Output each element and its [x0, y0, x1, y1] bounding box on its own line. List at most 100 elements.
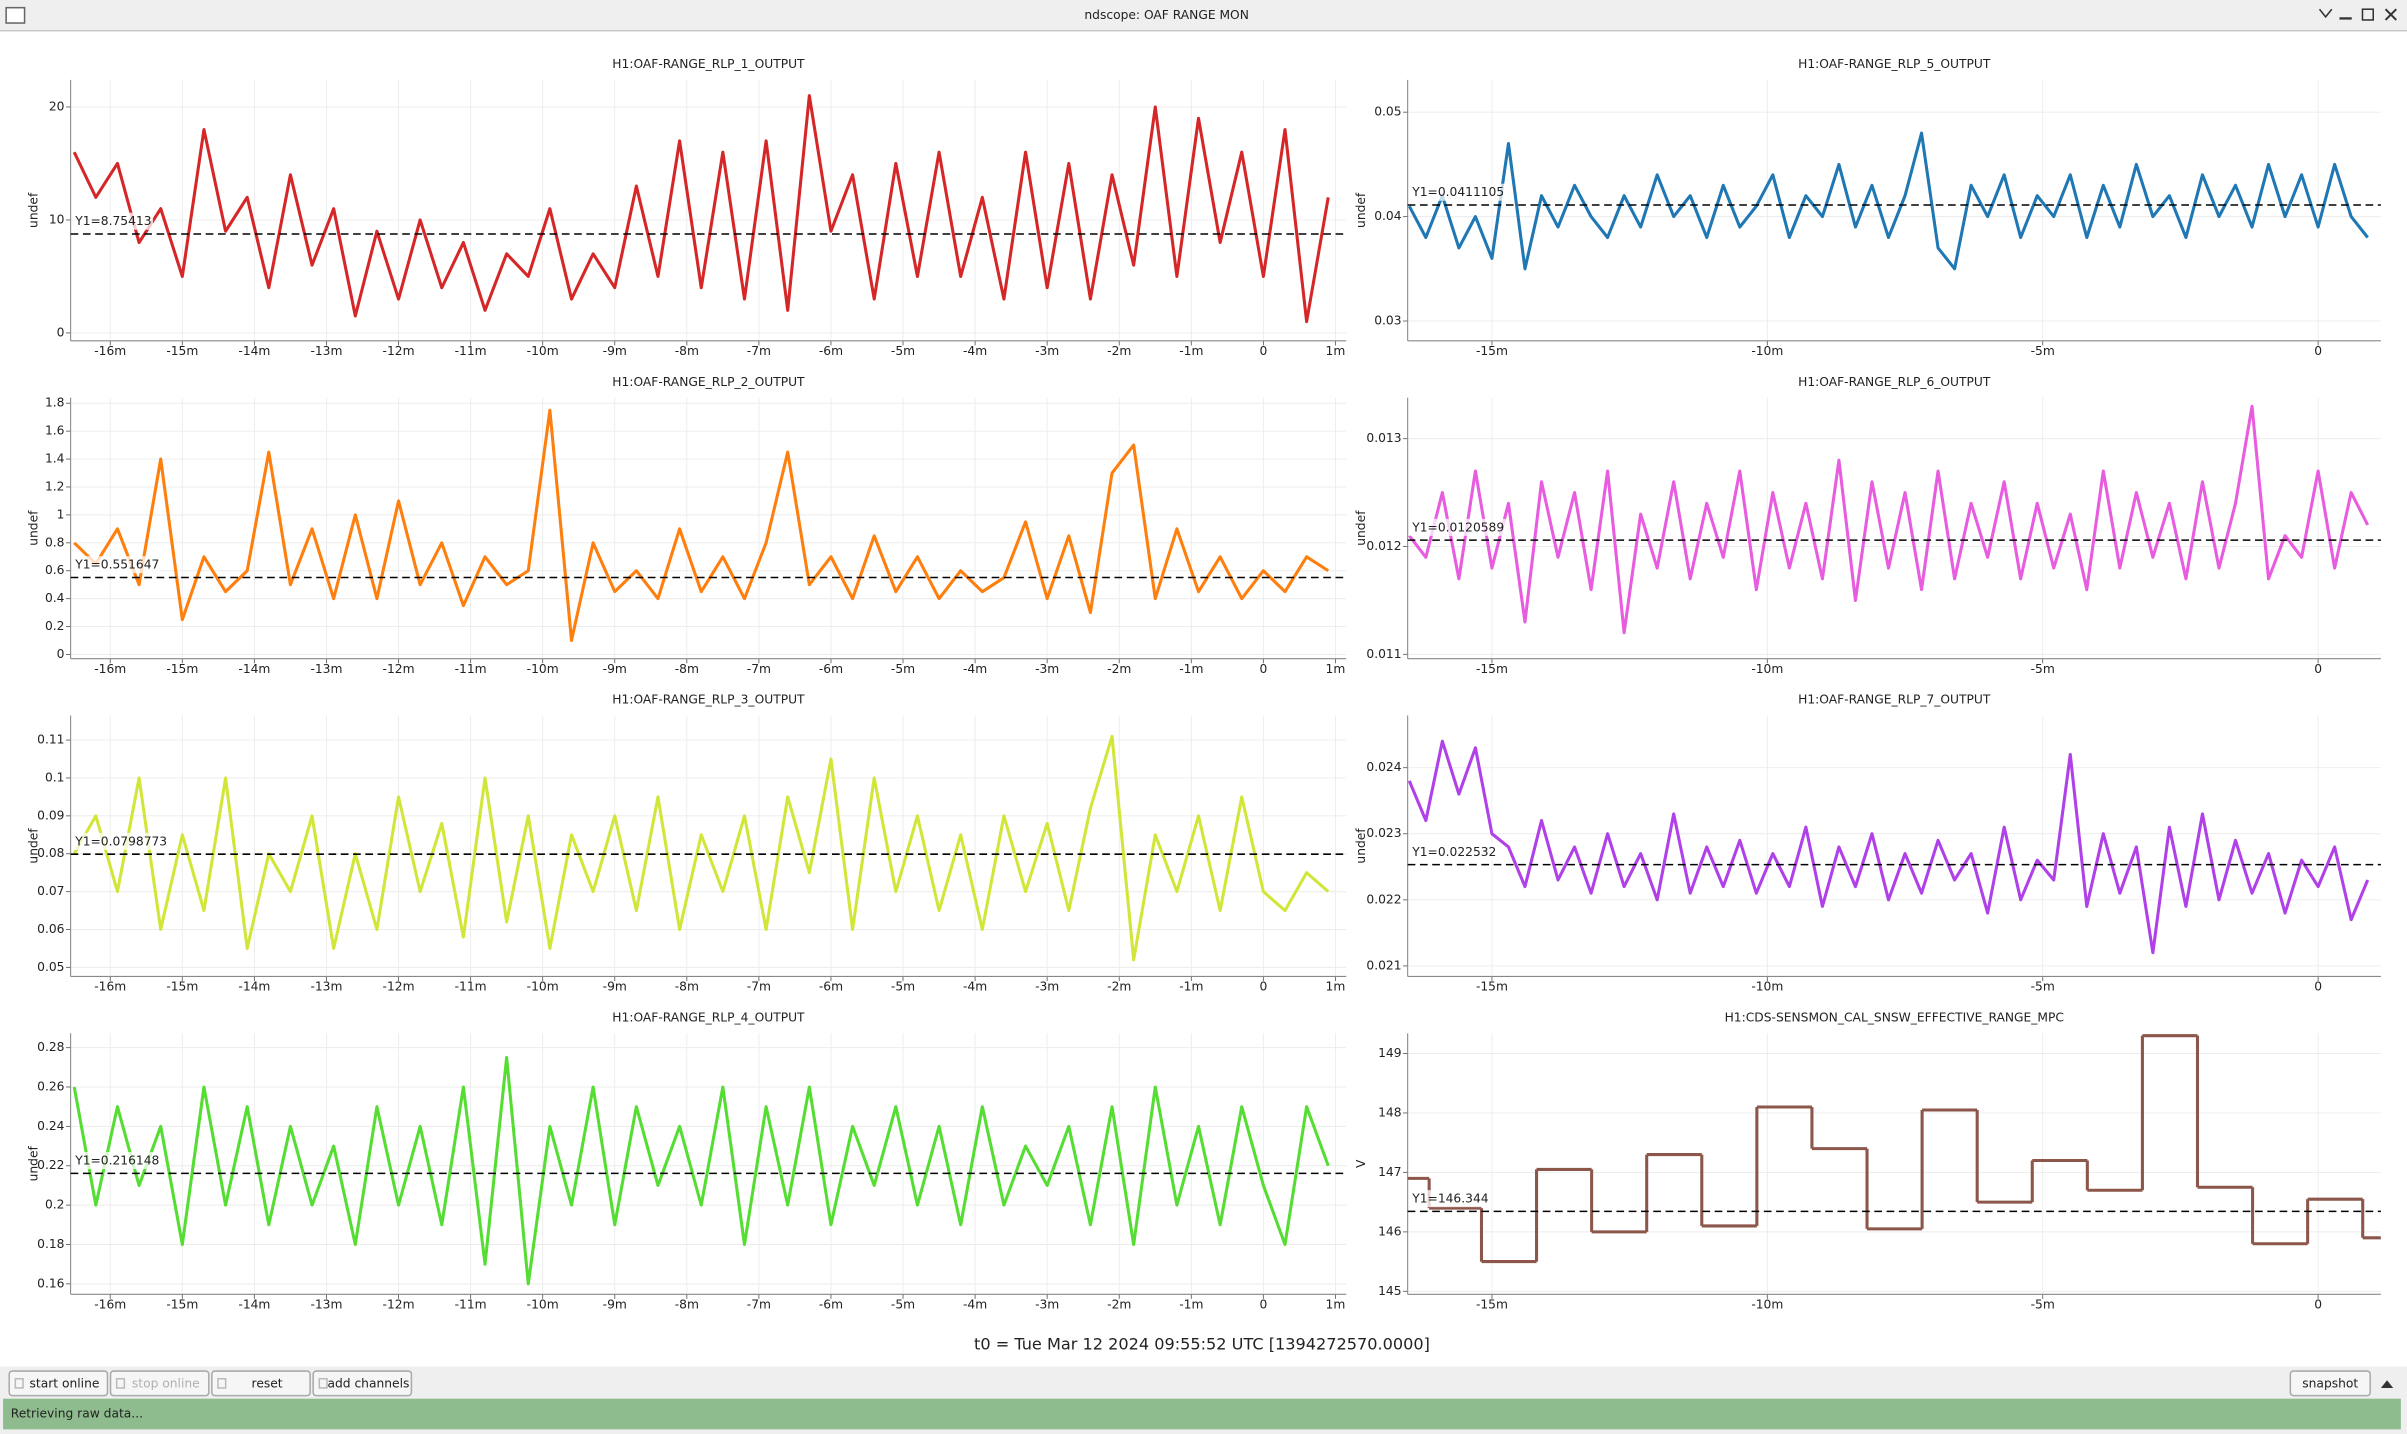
- y-axis-label: undef: [1354, 510, 1368, 546]
- x-tick-label: -12m: [383, 1298, 415, 1312]
- button-label[interactable]: add channels: [327, 1377, 409, 1391]
- cursor-label-bg: [1409, 843, 1498, 861]
- x-tick-label: 1m: [1326, 1298, 1346, 1312]
- button-label[interactable]: start online: [30, 1377, 100, 1391]
- plot-title: H1:CDS-SENSMON_CAL_SNSW_EFFECTIVE_RANGE_…: [1725, 1010, 2064, 1024]
- trace-line: [1408, 404, 2370, 635]
- close-button[interactable]: [2384, 8, 2397, 21]
- x-tick-label: -5m: [891, 980, 915, 994]
- y-tick-label: 0.28: [37, 1040, 64, 1054]
- maximize-button[interactable]: [2361, 8, 2374, 21]
- y-tick-label: 1.8: [45, 396, 65, 410]
- plot-title: H1:OAF-RANGE_RLP_6_OUTPUT: [1798, 375, 1991, 389]
- y-tick-label: 1.6: [45, 424, 65, 438]
- x-tick-label: -8m: [675, 980, 699, 994]
- expand-arrow[interactable]: [2380, 1380, 2394, 1388]
- x-tick-label: -2m: [1107, 344, 1131, 358]
- button[interactable]: [109, 1370, 210, 1397]
- y-tick-label: 0.2: [45, 619, 65, 633]
- x-tick-label: -15m: [166, 344, 198, 358]
- collapse-button[interactable]: [2318, 8, 2333, 19]
- x-tick-label: -11m: [455, 1298, 487, 1312]
- y-tick-label: 0.04: [1374, 209, 1402, 223]
- x-tick-label: -14m: [238, 662, 270, 676]
- t0-label: t0 = Tue Mar 12 2024 09:55:52 UTC [13942…: [974, 1334, 1430, 1353]
- x-tick-label: -7m: [747, 1298, 771, 1312]
- plot-title: H1:OAF-RANGE_RLP_4_OUTPUT: [612, 1010, 805, 1024]
- x-tick-label: -9m: [603, 1298, 627, 1312]
- x-tick-label: -10m: [527, 662, 559, 676]
- x-tick-label: -9m: [603, 662, 627, 676]
- cursor-label-bg: [1409, 1190, 1491, 1208]
- x-tick-label: -13m: [310, 980, 342, 994]
- x-tick-label: -9m: [603, 344, 627, 358]
- trace: [72, 734, 1330, 962]
- x-tick-label: -14m: [238, 1298, 270, 1312]
- y-tick-label: 149: [1378, 1046, 1401, 1060]
- y-tick-label: 0.023: [1366, 826, 1401, 840]
- y-tick-label: 1: [57, 507, 65, 521]
- x-tick-label: -2m: [1107, 980, 1131, 994]
- trace: [73, 408, 1330, 643]
- button-label[interactable]: reset: [252, 1377, 283, 1391]
- button-icon: [217, 1377, 227, 1389]
- y-tick-label: 0.08: [37, 846, 64, 860]
- button-icon: [14, 1377, 24, 1389]
- title-bar: [0, 0, 2407, 31]
- x-tick-label: -12m: [383, 344, 415, 358]
- x-tick-label: -11m: [455, 980, 487, 994]
- plot-title: H1:OAF-RANGE_RLP_2_OUTPUT: [612, 375, 805, 389]
- snapshot-button[interactable]: [2289, 1370, 2371, 1397]
- x-tick-label: -6m: [819, 662, 843, 676]
- x-tick-label: -5m: [891, 662, 915, 676]
- y-tick-label: 0.012: [1366, 539, 1401, 553]
- plot: H1:CDS-SENSMON_CAL_SNSW_EFFECTIVE_RANGE_…: [1354, 1010, 2381, 1312]
- x-tick-label: -12m: [383, 980, 415, 994]
- x-tick-label: -14m: [238, 980, 270, 994]
- x-tick-label: -1m: [1179, 1298, 1203, 1312]
- x-tick-label: -4m: [963, 344, 987, 358]
- button[interactable]: [312, 1370, 413, 1397]
- y-tick-label: 0: [57, 325, 65, 339]
- y-tick-label: 0.07: [37, 884, 64, 898]
- y-tick-label: 0.2: [45, 1198, 65, 1212]
- cursor-label: Y1=0.0798773: [74, 834, 167, 848]
- x-tick-label: -8m: [675, 662, 699, 676]
- button[interactable]: [211, 1370, 311, 1397]
- y-tick-label: 145: [1378, 1284, 1401, 1298]
- x-tick-label: 0: [1259, 344, 1267, 358]
- y-tick-label: 0.013: [1366, 431, 1401, 445]
- cursor-label-bg: [72, 1152, 161, 1170]
- x-tick-label: -15m: [1476, 980, 1508, 994]
- x-tick-label: -14m: [238, 344, 270, 358]
- snapshot-label[interactable]: snapshot: [2302, 1377, 2358, 1391]
- y-tick-label: 0.03: [1374, 314, 1401, 328]
- x-tick-label: 0: [1259, 662, 1267, 676]
- x-tick-label: -15m: [166, 1298, 198, 1312]
- trace-line: [72, 1055, 1330, 1286]
- x-tick-label: -6m: [819, 344, 843, 358]
- y-tick-label: 147: [1378, 1165, 1401, 1179]
- cursor-label-bg: [72, 832, 169, 850]
- x-tick-label: -4m: [963, 980, 987, 994]
- x-tick-label: -7m: [747, 980, 771, 994]
- button-label[interactable]: stop online: [132, 1377, 200, 1391]
- status-text: Retrieving raw data...: [11, 1407, 143, 1421]
- x-tick-label: -5m: [2031, 344, 2055, 358]
- button[interactable]: [8, 1370, 109, 1397]
- x-tick-label: -5m: [2031, 662, 2055, 676]
- button-icon: [115, 1377, 126, 1389]
- y-tick-label: 0.11: [37, 733, 64, 747]
- y-tick-label: 0.05: [37, 960, 64, 974]
- x-tick-label: -16m: [94, 980, 126, 994]
- x-tick-label: -16m: [94, 1298, 126, 1312]
- y-tick-label: 0.8: [45, 535, 65, 549]
- y-tick-label: 0.22: [37, 1158, 64, 1172]
- x-tick-label: -10m: [1751, 1298, 1783, 1312]
